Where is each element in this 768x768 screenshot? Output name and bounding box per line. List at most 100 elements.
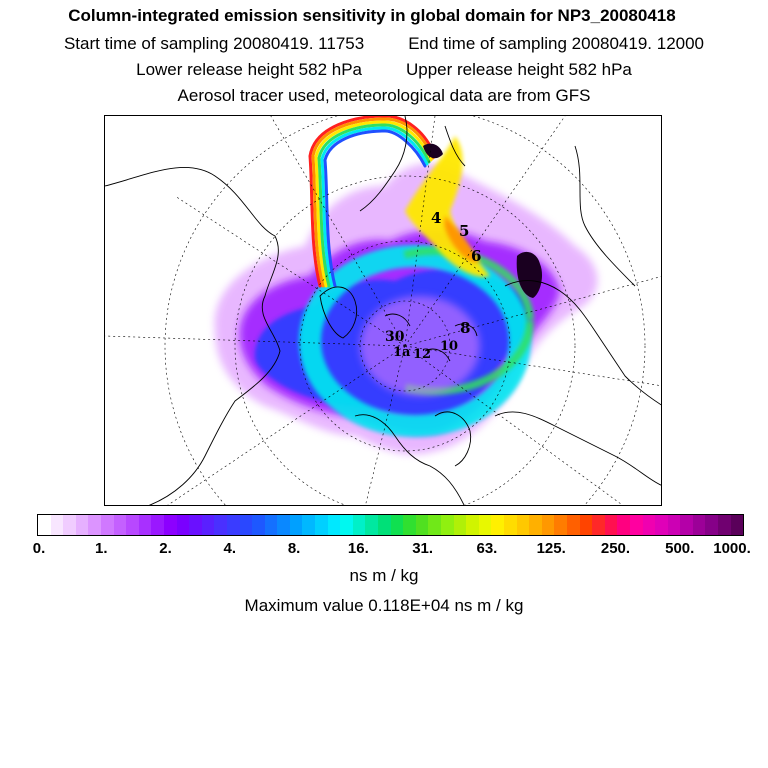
colorbar-swatch <box>352 515 366 535</box>
map-panel: 4 5 6 8 30 1a 12 10 <box>104 115 662 506</box>
colorbar-tick-label: 31. <box>412 540 434 557</box>
colorbar-swatch <box>201 515 215 535</box>
colorbar-swatch <box>453 515 467 535</box>
colorbar-swatch <box>75 515 89 535</box>
coast-north-america <box>105 167 281 505</box>
colorbar-ticks: 0. 1. 2. 4. 8. 16. 31. 63. 125. 250. 500. 1000. <box>0 540 768 560</box>
colorbar-swatch <box>63 515 76 535</box>
colorbar-swatch <box>667 515 681 535</box>
colorbar-swatch <box>226 515 240 535</box>
traj-label-6: 12 <box>413 347 431 362</box>
colorbar-swatch <box>38 515 51 535</box>
colorbar-tick-label: 1. <box>95 540 108 557</box>
traj-label-7: 10 <box>440 339 458 354</box>
plot-title: Column-integrated emission sensitivity i… <box>68 6 676 25</box>
colorbar-swatch <box>214 515 227 535</box>
start-time: Start time of sampling 20080419. 11753 <box>63 34 365 53</box>
plume-peak-blob <box>516 251 543 298</box>
traj-label-0: 4 <box>431 209 441 227</box>
colorbar-tick-label: 125. <box>536 540 566 557</box>
coast-siberia <box>504 280 661 406</box>
colorbar-swatch <box>692 515 706 535</box>
traj-label-5: 1a <box>393 345 411 360</box>
colorbar-swatch <box>315 515 328 535</box>
traj-label-1: 5 <box>459 222 469 240</box>
colorbar-swatch <box>529 515 542 535</box>
colorbar-tick-label: 250. <box>600 540 631 557</box>
colorbar-swatch <box>466 515 479 535</box>
colorbar-swatch <box>176 515 190 535</box>
colorbar-swatch <box>718 515 731 535</box>
colorbar-swatch <box>730 515 744 535</box>
coast-asia <box>494 411 661 486</box>
colorbar-swatch <box>189 515 202 535</box>
colorbar-swatch <box>340 515 353 535</box>
colorbar-swatch <box>629 515 643 535</box>
tracer-info: Aerosol tracer used, meteorological data… <box>177 86 591 105</box>
coast-alaska <box>359 116 466 212</box>
sampling-times: Start time of sampling 20080419. 11753 En… <box>0 34 768 54</box>
end-time: End time of sampling 20080419. 12000 <box>408 34 705 53</box>
colorbar-tick-label: 16. <box>347 540 369 557</box>
colorbar-swatch <box>252 515 265 535</box>
colorbar-tick-label: 0. <box>32 540 46 557</box>
colorbar-swatch <box>50 515 64 535</box>
colorbar-swatch <box>403 515 416 535</box>
colorbar-swatch <box>680 515 693 535</box>
colorbar-swatch <box>554 515 567 535</box>
coast-scandinavia <box>434 411 472 467</box>
colorbar-swatch <box>655 515 668 535</box>
polar-map: 4 5 6 8 30 1a 12 10 <box>105 116 661 505</box>
colorbar-swatch <box>327 515 341 535</box>
colorbar-swatch <box>365 515 379 535</box>
trajectory-streak <box>308 116 437 288</box>
colorbar-swatch <box>113 515 127 535</box>
traj-label-4: 30 <box>385 329 405 345</box>
colorbar-swatch <box>88 515 101 535</box>
colorbar-tick-label: 2. <box>159 540 172 557</box>
colorbar-swatch <box>541 515 555 535</box>
sensitivity-field <box>214 116 598 455</box>
maximum-value: Maximum value 0.118E+04 ns m / kg <box>244 596 524 615</box>
colorbar-unit: ns m / kg <box>349 566 419 585</box>
colorbar-swatch <box>415 515 429 535</box>
traj-label-3: 8 <box>460 319 470 337</box>
colorbar-swatch <box>592 515 605 535</box>
release-heights: Lower release height 582 hPa Upper releas… <box>0 60 768 80</box>
colorbar-swatch <box>617 515 630 535</box>
colorbar-swatch <box>264 515 278 535</box>
colorbar-swatch <box>441 515 454 535</box>
colorbar-tick-label: 63. <box>476 540 498 557</box>
colorbar-swatch <box>642 515 656 535</box>
colorbar-swatch <box>579 515 593 535</box>
colorbar-swatch <box>390 515 404 535</box>
colorbar-swatch <box>503 515 517 535</box>
coast-europe <box>354 414 465 505</box>
colorbar-swatch <box>705 515 719 535</box>
colorbar-swatch <box>428 515 441 535</box>
colorbar-swatch <box>302 515 316 535</box>
colorbar-swatch <box>126 515 139 535</box>
coastlines <box>105 116 661 505</box>
coast-arctic-islands <box>384 313 478 362</box>
colorbar-swatch <box>277 515 290 535</box>
colorbar-swatch <box>138 515 152 535</box>
colorbar-swatch <box>151 515 164 535</box>
graticule <box>105 116 661 505</box>
plume-yellow-branch <box>405 136 490 277</box>
traj-label-2: 6 <box>471 247 481 265</box>
colorbar-swatch <box>239 515 253 535</box>
plume-peak-north <box>423 143 443 159</box>
colorbar-swatch <box>100 515 114 535</box>
colorbar-tick-label: 500. <box>665 540 695 557</box>
colorbar-swatch <box>516 515 530 535</box>
coast-greenland <box>319 286 358 339</box>
colorbar-swatch <box>491 515 504 535</box>
colorbar-swatch <box>289 515 303 535</box>
colorbar-swatch <box>604 515 618 535</box>
colorbar-swatch <box>378 515 391 535</box>
colorbar-tick-label: 8. <box>287 540 301 557</box>
colorbar <box>37 514 744 536</box>
colorbar-swatch <box>478 515 492 535</box>
colorbar-swatch <box>566 515 580 535</box>
